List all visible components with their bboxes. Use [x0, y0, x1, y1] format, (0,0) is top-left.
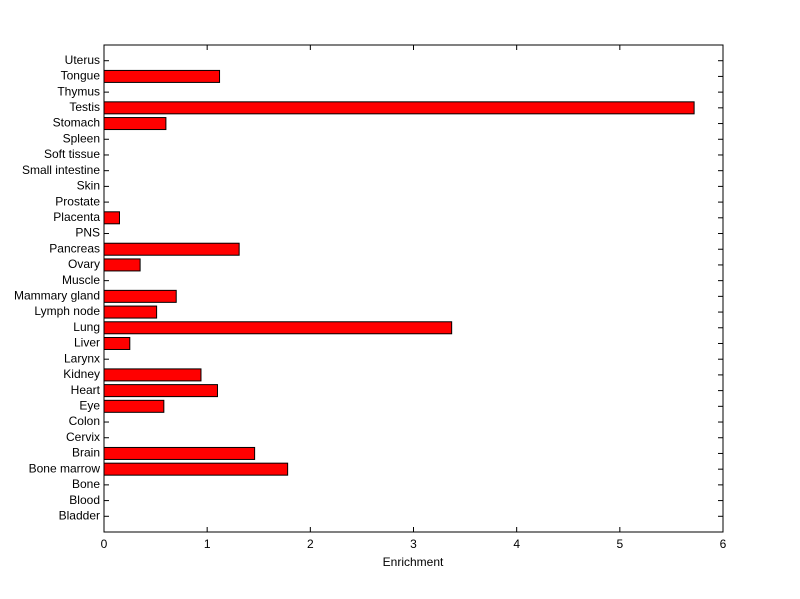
bar [103, 289, 177, 303]
y-tick-label: Ovary [68, 257, 100, 271]
y-tick-label: Lymph node [34, 304, 100, 318]
y-tick-label: Pancreas [49, 241, 100, 255]
bar [103, 211, 120, 225]
y-tick-label: Bladder [59, 508, 100, 522]
y-tick-label: Placenta [53, 210, 100, 224]
y-tick-label: Heart [71, 383, 101, 397]
y-tick-label: Eye [79, 398, 100, 412]
y-tick-label: Uterus [65, 53, 100, 67]
bar [103, 368, 202, 382]
bar [103, 321, 453, 335]
y-tick-label: Small intestine [22, 163, 100, 177]
bar [103, 69, 221, 83]
y-tick-label: Blood [69, 493, 100, 507]
x-tick-label: 4 [513, 537, 520, 551]
bar [103, 305, 158, 319]
y-tick-label: Stomach [53, 116, 100, 130]
x-tick-label: 5 [616, 537, 623, 551]
y-tick-label: Soft tissue [44, 147, 100, 161]
x-tick-label: 2 [307, 537, 314, 551]
bar [103, 242, 240, 256]
bar [103, 446, 256, 460]
y-tick-label: Muscle [62, 273, 100, 287]
y-tick-label: Tongue [61, 69, 101, 83]
bar [103, 336, 131, 350]
bar [103, 101, 695, 115]
y-tick-label: Bone [72, 477, 100, 491]
bar [103, 384, 218, 398]
y-tick-label: Brain [72, 446, 100, 460]
y-tick-label: PNS [75, 226, 100, 240]
y-tick-label: Spleen [63, 131, 100, 145]
bar [103, 117, 167, 131]
y-tick-label: Bone marrow [29, 461, 101, 475]
y-tick-label: Lung [73, 320, 100, 334]
y-tick-label: Thymus [57, 84, 100, 98]
bar [103, 258, 141, 272]
x-tick-label: 3 [410, 537, 417, 551]
y-tick-label: Colon [69, 414, 100, 428]
y-tick-label: Testis [69, 100, 100, 114]
y-tick-label: Prostate [55, 194, 100, 208]
y-tick-label: Liver [74, 336, 100, 350]
bar [103, 399, 165, 413]
x-tick-label: 6 [720, 537, 727, 551]
bar [103, 462, 289, 476]
x-tick-label: 0 [101, 537, 108, 551]
x-axis-label: Enrichment [383, 555, 444, 569]
y-tick-label: Kidney [63, 367, 100, 381]
y-tick-label: Mammary gland [14, 289, 100, 303]
x-tick-label: 1 [204, 537, 211, 551]
y-tick-label: Cervix [66, 430, 100, 444]
y-tick-label: Skin [77, 179, 100, 193]
y-tick-label: Larynx [64, 351, 100, 365]
